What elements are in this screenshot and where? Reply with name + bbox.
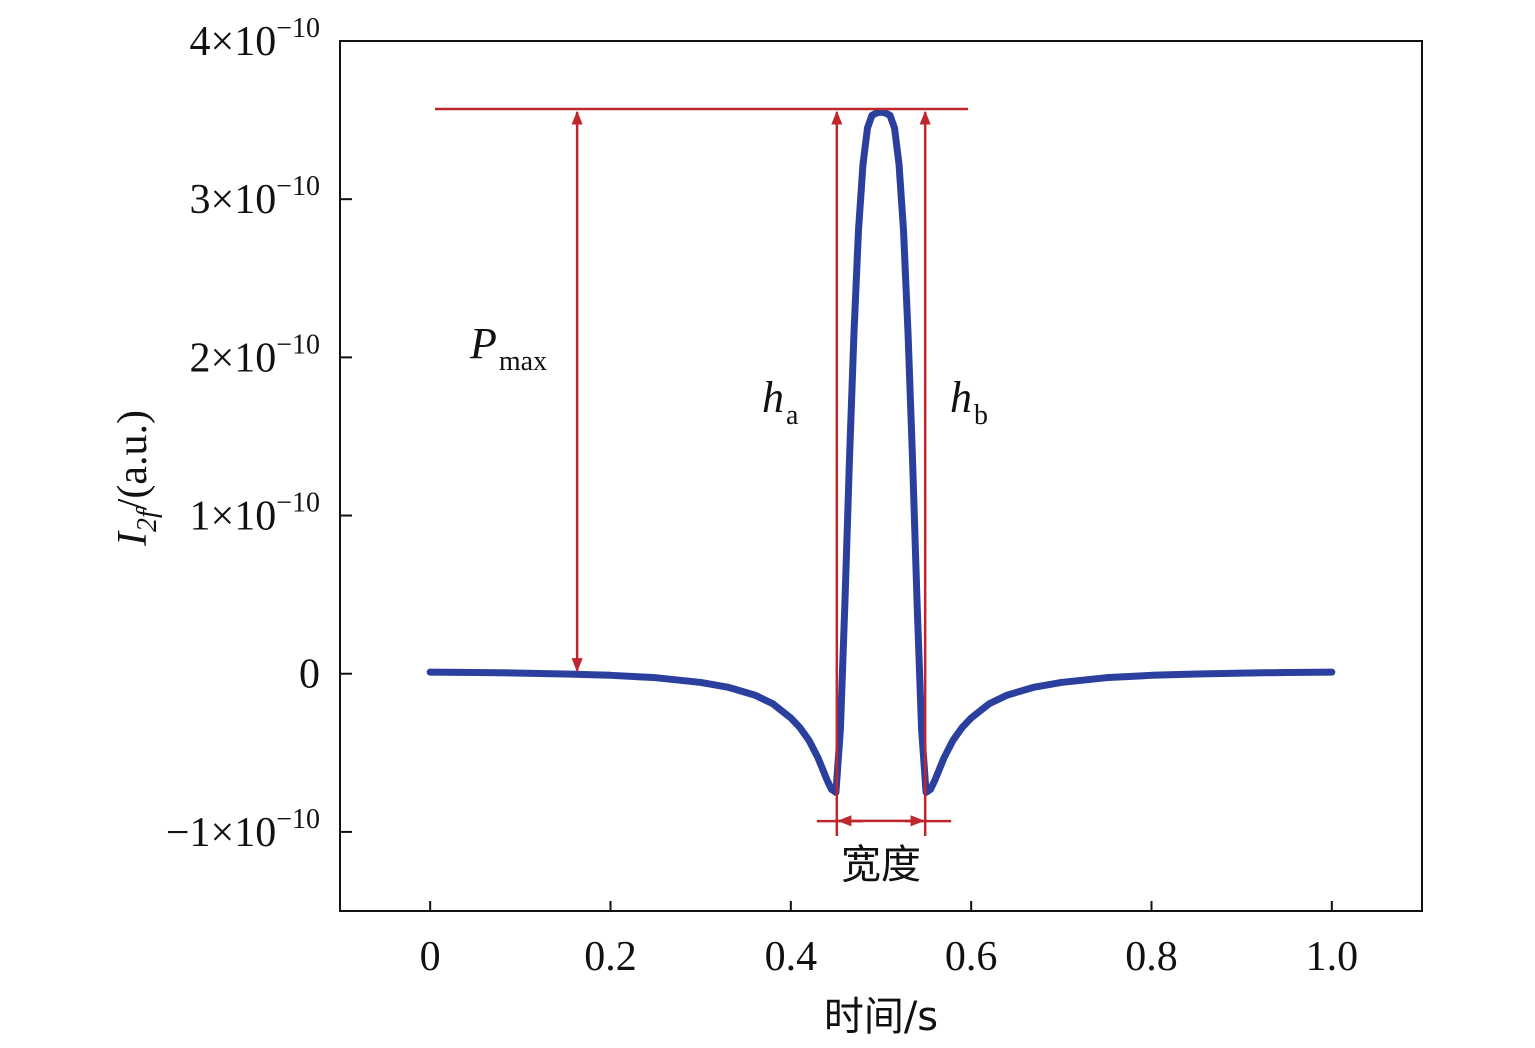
y-axis-title-unit: /(a.u.) (110, 410, 156, 510)
ha-label-sub: a (786, 400, 799, 431)
pmax-label: Pmax (469, 319, 547, 377)
y-axis-title: I2f/(a.u.) (110, 410, 163, 547)
y-axis-title-base: I (110, 530, 156, 547)
y-tick-mantissa-3: 1×10 (190, 494, 277, 540)
y-tick-exponent-5: −10 (276, 804, 320, 835)
x-tick-label-5: 1.0 (1306, 934, 1359, 980)
pmax-label-main: P (469, 319, 497, 368)
x-tick-label-0: 0 (420, 934, 441, 980)
pmax-label-sub: max (499, 346, 547, 377)
hb-label-main: h (950, 373, 972, 422)
x-tick-label-2: 0.4 (765, 934, 818, 980)
x-tick-label-3: 0.6 (945, 934, 998, 980)
ha-label-main: h (762, 373, 784, 422)
x-tick-label-4: 0.8 (1125, 934, 1178, 980)
x-tick-label-1: 0.2 (584, 934, 637, 980)
plot-frame (339, 40, 1423, 912)
y-tick-mantissa-0: 4×10 (190, 19, 277, 65)
y-tick-exponent-3: −10 (276, 488, 320, 519)
y-tick-label-1: 3×10−10 (190, 171, 320, 223)
width-label: 宽度 (841, 842, 921, 888)
y-tick-exponent-2: −10 (276, 329, 320, 360)
y-tick-mantissa-2: 2×10 (190, 335, 277, 381)
series-line-0 (426, 108, 1336, 796)
hb-label-sub: b (974, 400, 988, 431)
series-layer (426, 108, 1336, 796)
y-tick-label-5: −1×10−10 (166, 804, 320, 856)
y-tick-exponent-0: −10 (276, 13, 320, 44)
y-tick-label-0: 4×10−10 (190, 13, 320, 65)
y-tick-label-2: 2×10−10 (190, 329, 320, 381)
y-tick-mantissa-5: −1×10 (166, 810, 276, 856)
y-tick-mantissa-1: 3×10 (190, 177, 277, 223)
y-tick-label-4: 0 (299, 652, 320, 698)
ha-label: ha (762, 373, 799, 431)
hb-label: hb (950, 373, 988, 431)
y-axis-ticks: 4×10−103×10−102×10−101×10−100−1×10−10 (166, 13, 352, 856)
y-axis-title-sub: 2f (132, 507, 163, 532)
x-axis-title: 时间/s (824, 994, 938, 1040)
x-axis-ticks: 0 0.2 0.4 0.6 0.8 1.0 (420, 901, 1358, 980)
y-tick-exponent-1: −10 (276, 171, 320, 202)
y-tick-mantissa-4: 0 (299, 652, 320, 698)
y-tick-label-3: 1×10−10 (190, 488, 320, 540)
